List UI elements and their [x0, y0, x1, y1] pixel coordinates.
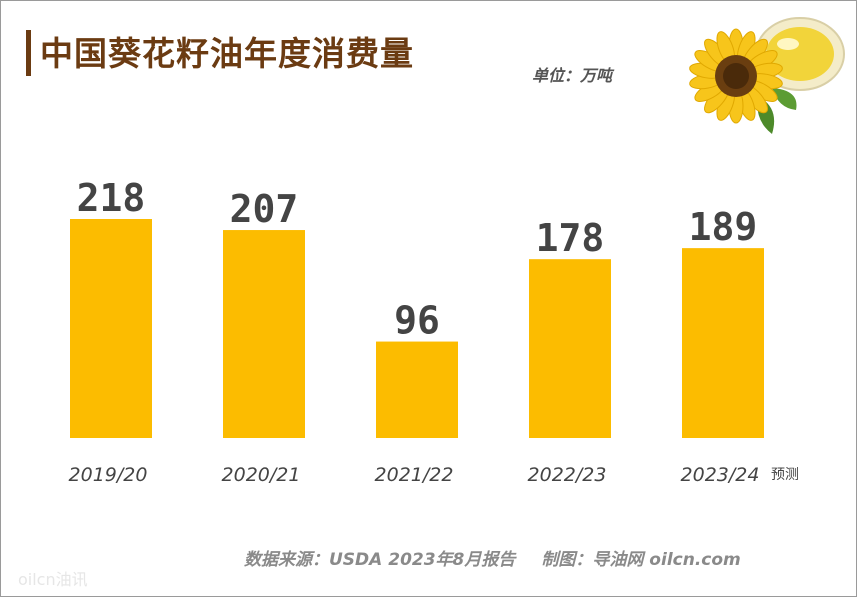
chart-maker: 制图：导油网 oilcn.com: [541, 550, 741, 570]
unit-label: 单位：万吨: [532, 66, 613, 85]
category-label: 2019/20: [69, 464, 148, 486]
watermark: oilcn油讯: [18, 570, 88, 589]
data-source: 数据来源：USDA 2023年8月报告: [244, 550, 516, 570]
category-label: 2021/22: [375, 464, 454, 486]
forecast-note: 预测: [771, 467, 799, 483]
bar-2019/20: [70, 219, 152, 438]
title-accent-bar: [26, 30, 31, 76]
bar-value-label: 96: [394, 299, 440, 343]
sunflower-center-inner: [723, 63, 749, 89]
bar-value-label: 218: [77, 176, 146, 220]
oil-highlight: [777, 38, 799, 50]
category-label: 2020/21: [222, 464, 301, 486]
bar-2020/21: [223, 230, 305, 438]
bar-2022/23: [529, 259, 611, 438]
chart-title: 中国葵花籽油年度消费量: [40, 34, 414, 73]
source-note: 数据来源：USDA 2023年8月报告 制图：导油网 oilcn.com: [244, 545, 741, 570]
sunflower-oil-illustration: [689, 17, 845, 134]
bar-2021/22: [376, 341, 458, 438]
bar-value-label: 189: [689, 205, 758, 249]
category-label: 2023/24: [681, 464, 760, 486]
bar-value-label: 207: [230, 187, 299, 231]
bar-value-label: 178: [536, 216, 605, 260]
bar-2023/24: [682, 248, 764, 438]
leaf-icon-2: [772, 88, 797, 110]
category-label: 2022/23: [528, 464, 607, 486]
